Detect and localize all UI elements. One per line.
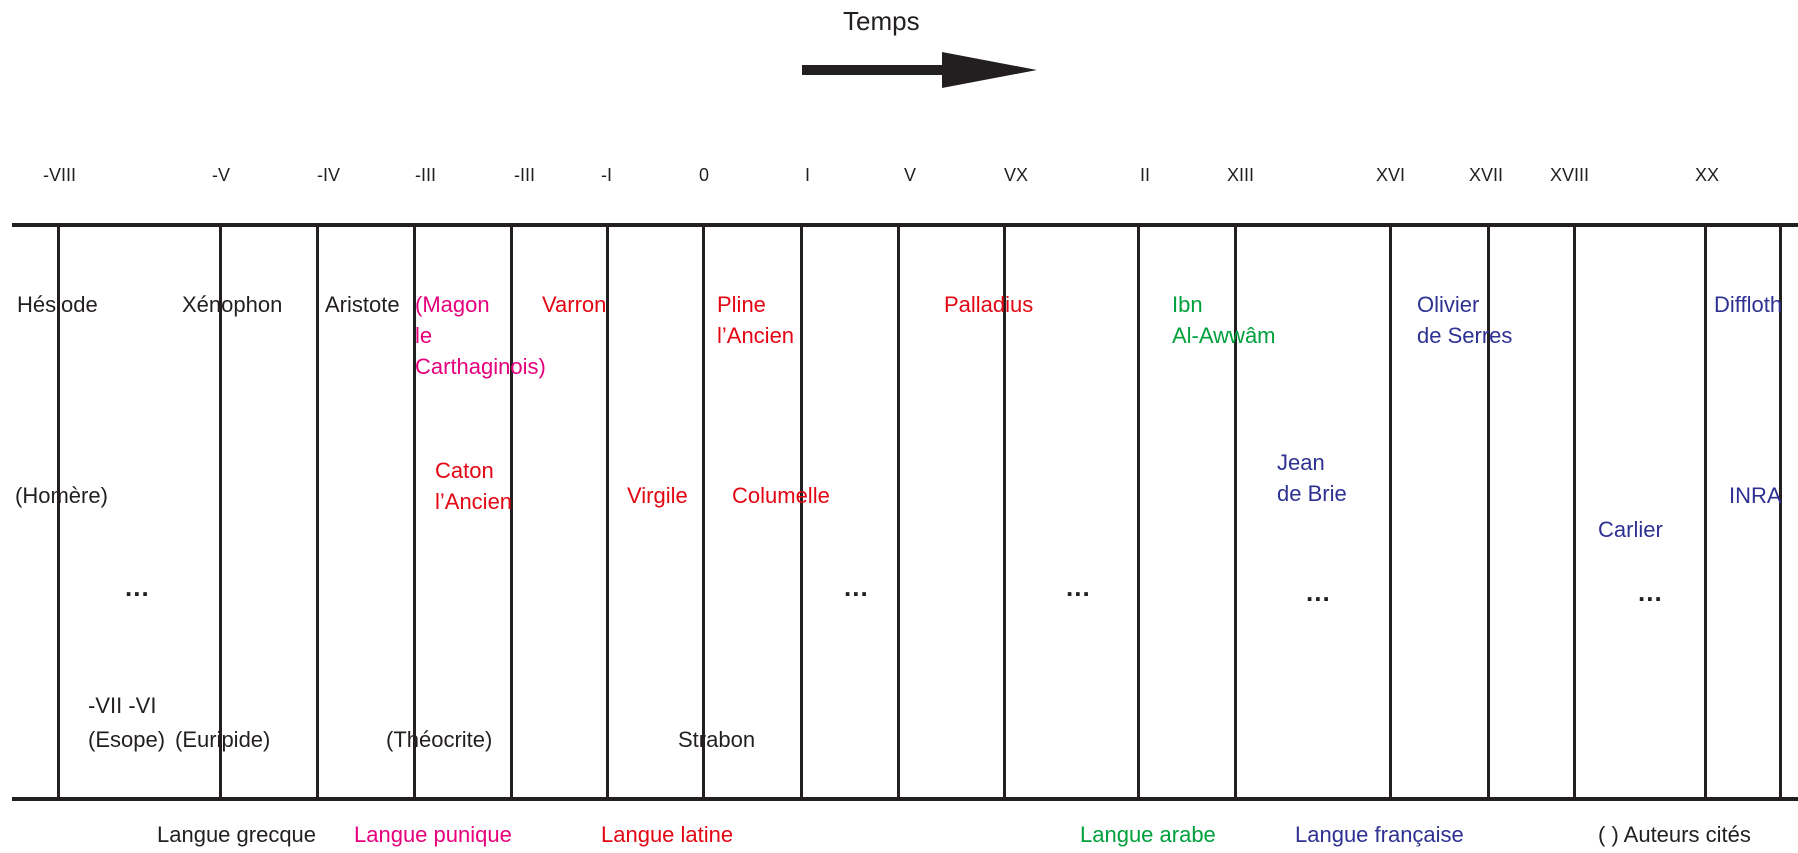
author-vii-vi-label: -VII -VI [88,693,157,718]
author-homere: (Homère) [15,483,108,508]
century-divider-line [606,225,609,801]
century-divider-line [702,225,705,801]
author-olivier-de-serres: Olivier de Serres [1417,292,1513,348]
century-divider-line [57,225,60,801]
century-tick-label: -VIII [43,165,77,185]
century-divider-line [1234,225,1237,801]
legend-langue-arabe: Langue arabe [1080,822,1216,847]
century-divider-line [1389,225,1392,801]
century-tick-label: II [1140,165,1151,185]
century-tick-label: XIII [1227,165,1255,185]
legend-auteurs-cites: ( ) Auteurs cités [1598,822,1751,847]
author-euripide: (Euripide) [175,727,271,752]
century-divider-line [1003,225,1006,801]
author-varron: Varron [542,292,607,317]
author-ibn-al-awwam: Ibn Al-Awwâm [1172,292,1276,348]
century-divider-line [219,225,222,801]
legend-langue-francaise: Langue française [1295,822,1464,847]
timeline-bottom-border [12,797,1798,801]
century-tick-label: XX [1695,165,1720,185]
author-strabon: Strabon [678,727,756,752]
ellipsis-1: ... [125,572,150,602]
century-divider-line [897,225,900,801]
century-divider-line [800,225,803,801]
author-palladius: Palladius [944,292,1034,317]
author-jean-de-brie: Jean de Brie [1277,450,1347,506]
time-arrow-icon [802,52,1037,88]
century-tick-label: V [904,165,917,185]
diagram-title: Temps [843,6,920,36]
century-divider-line [316,225,319,801]
author-esope: (Esope) [88,727,166,752]
timeline-top-border [12,223,1798,227]
century-tick-label: -V [212,165,230,185]
century-tick-label: 0 [699,165,710,185]
century-divider-line [1779,225,1782,801]
author-caton: Caton l’Ancien [435,458,513,514]
author-inra: INRA [1729,483,1782,508]
century-tick-label: XVIII [1550,165,1590,185]
century-tick-label: -I [601,165,612,185]
author-carlier: Carlier [1598,517,1663,542]
century-divider-line [1137,225,1140,801]
century-divider-line [510,225,513,801]
author-magon: (Magon le Carthaginois) [415,292,546,379]
author-columelle: Columelle [732,483,830,508]
century-divider-line [413,225,416,801]
legend-langue-punique: Langue punique [354,822,512,847]
century-tick-label: XVI [1376,165,1406,185]
legend-langue-latine: Langue latine [601,822,734,847]
author-pline: Pline l’Ancien [717,292,795,348]
century-tick-label: -III [514,165,535,185]
century-tick-label: VX [1004,165,1029,185]
author-virgile: Virgile [627,483,688,508]
century-tick-label: -III [415,165,436,185]
ellipsis-3: ... [1066,572,1091,602]
ellipsis-4: ... [1306,577,1331,607]
century-divider-line [1704,225,1707,801]
century-tick-label: XVII [1469,165,1504,185]
century-tick-label: I [805,165,811,185]
legend-langue-grecque: Langue grecque [157,822,317,847]
author-xenophon: Xénophon [182,292,283,317]
author-hesiode: Hésiode [17,292,98,317]
century-tick-label: -IV [317,165,341,185]
author-aristote: Aristote [325,292,400,317]
century-divider-line [1573,225,1576,801]
author-diffloth: Diffloth [1714,292,1783,317]
century-divider-line [1487,225,1490,801]
ellipsis-2: ... [844,572,869,602]
author-theocrite: (Théocrite) [386,727,493,752]
ellipsis-5: ... [1638,577,1663,607]
